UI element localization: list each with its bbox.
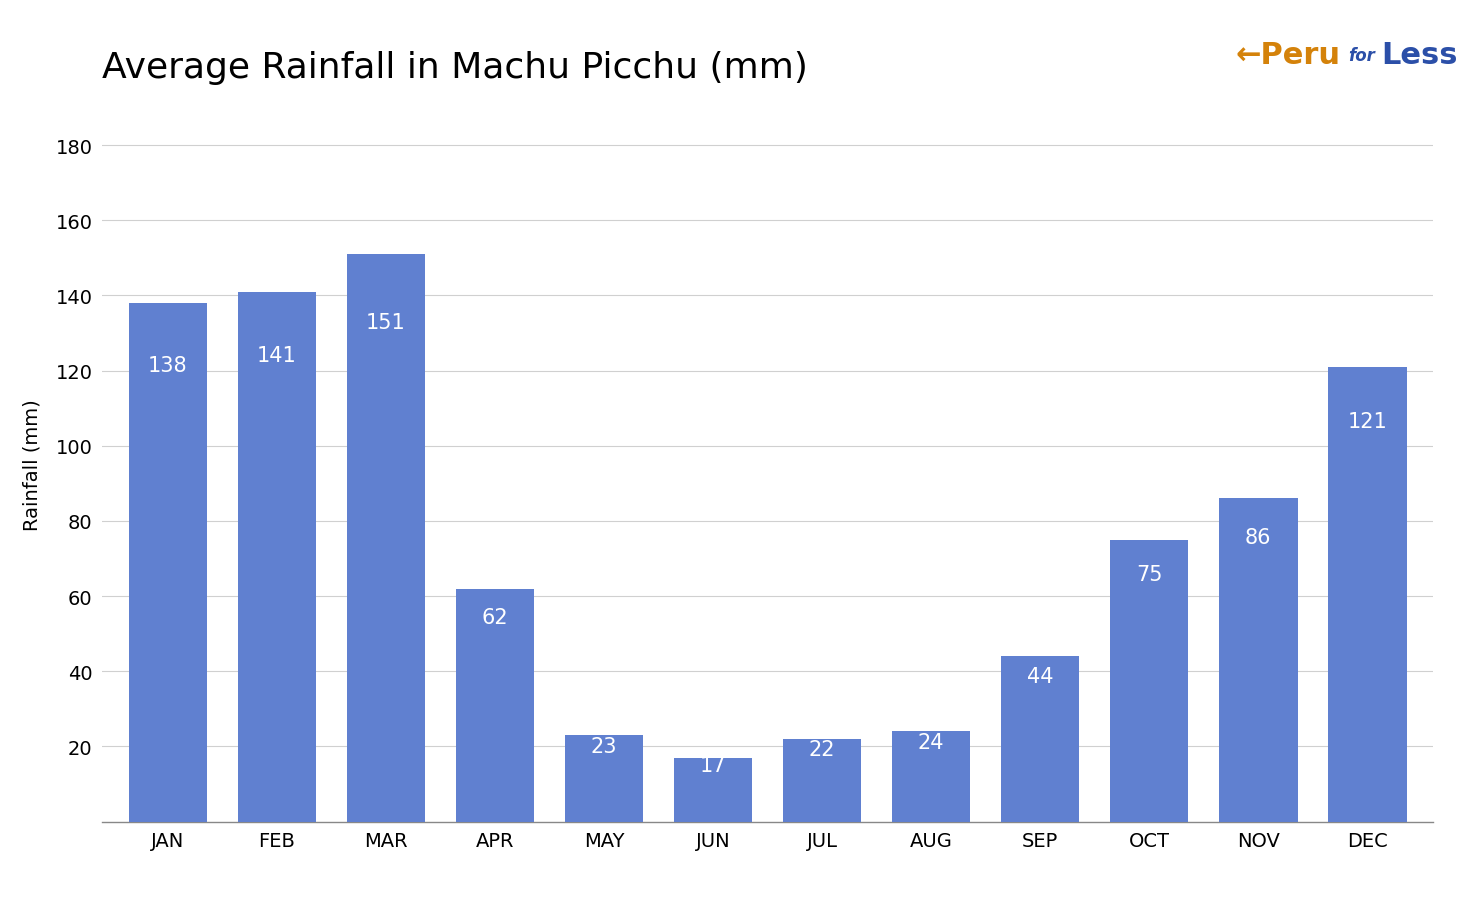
Bar [346, 255, 425, 822]
Text: 141: 141 [257, 346, 297, 366]
Text: 23: 23 [591, 736, 617, 756]
Text: 24: 24 [918, 732, 944, 752]
Text: 151: 151 [366, 312, 406, 333]
Bar [1327, 368, 1406, 822]
Bar [1001, 656, 1079, 822]
Y-axis label: Rainfall (mm): Rainfall (mm) [23, 399, 42, 531]
Text: 75: 75 [1136, 564, 1162, 584]
Bar [237, 293, 316, 822]
Bar [564, 735, 643, 822]
Bar [1110, 540, 1189, 822]
Text: 121: 121 [1348, 412, 1387, 432]
Bar [674, 758, 753, 822]
Text: 86: 86 [1246, 527, 1272, 547]
Text: Average Rainfall in Machu Picchu (mm): Average Rainfall in Machu Picchu (mm) [102, 51, 808, 85]
Bar [782, 740, 861, 822]
Text: ←Peru: ←Peru [1235, 41, 1341, 70]
Text: 62: 62 [481, 607, 509, 627]
Bar [1219, 498, 1298, 822]
Text: Less: Less [1382, 41, 1458, 70]
Text: for: for [1348, 47, 1374, 65]
Text: 17: 17 [700, 756, 727, 776]
Text: 44: 44 [1026, 666, 1054, 686]
Bar [129, 303, 208, 822]
Bar [456, 589, 534, 822]
Bar [892, 731, 971, 822]
Text: 138: 138 [148, 356, 187, 376]
Text: 22: 22 [808, 739, 835, 759]
